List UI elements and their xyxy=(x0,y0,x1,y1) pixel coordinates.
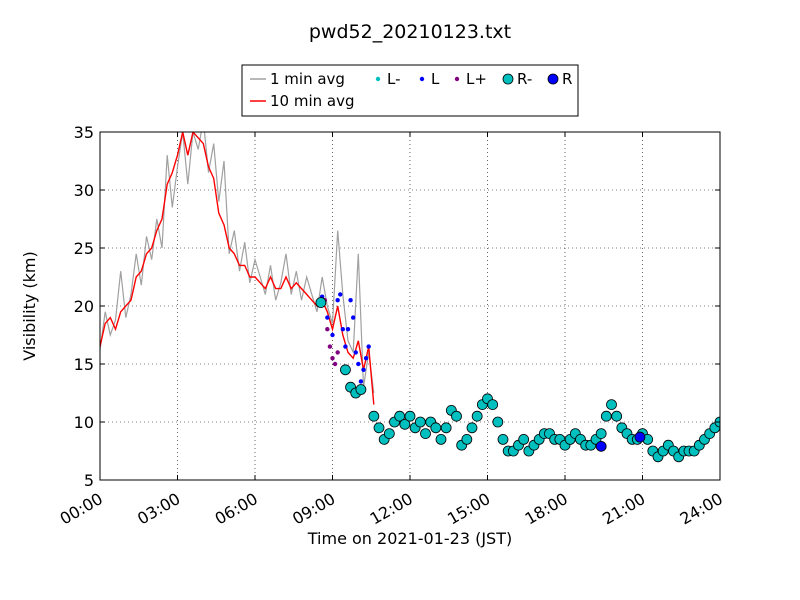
point-L xyxy=(350,315,356,320)
legend-swatch xyxy=(419,76,425,82)
point-R- xyxy=(518,433,530,445)
point-L xyxy=(348,298,353,303)
point-R- xyxy=(487,399,499,411)
point-R- xyxy=(451,410,462,422)
x-tick-label: 21:00 xyxy=(599,489,648,529)
point-L+ xyxy=(332,361,338,367)
x-tick-label: 24:00 xyxy=(677,489,726,529)
legend-label: R xyxy=(562,70,572,88)
x-tick-label: 12:00 xyxy=(367,489,416,529)
legend-label: L xyxy=(431,70,440,88)
point-L xyxy=(345,327,351,332)
y-tick-label: 25 xyxy=(74,239,94,258)
series-group xyxy=(100,132,720,463)
point-R- xyxy=(606,399,617,411)
point-R- xyxy=(383,428,395,440)
point-R- xyxy=(399,418,411,430)
grid xyxy=(100,132,720,480)
point-R xyxy=(595,440,607,452)
point-L xyxy=(343,344,348,349)
point-L xyxy=(366,344,371,349)
point-R- xyxy=(466,422,478,434)
point-L+ xyxy=(335,350,340,355)
point-L xyxy=(325,315,330,320)
x-tick-label: 06:00 xyxy=(212,489,261,529)
plot-series xyxy=(100,132,720,463)
point-R xyxy=(634,431,646,443)
point-R- xyxy=(600,410,612,422)
legend-box xyxy=(241,64,579,117)
point-L xyxy=(330,332,335,338)
point-L xyxy=(335,298,340,303)
legend-label: 10 min avg xyxy=(270,92,355,110)
y-tick-label: 35 xyxy=(74,123,94,142)
point-R- xyxy=(373,422,385,434)
x-tick-label: 15:00 xyxy=(444,489,493,529)
point-L xyxy=(358,379,364,384)
x-axis-title: Time on 2021-01-23 (JST) xyxy=(307,529,512,548)
legend-label: L+ xyxy=(466,70,487,88)
legend-label: L- xyxy=(387,70,401,88)
x-tick-label: 18:00 xyxy=(522,489,571,529)
x-tick-label: 00:00 xyxy=(57,489,106,529)
point-L+ xyxy=(325,327,330,332)
y-tick-label: 30 xyxy=(74,181,94,200)
point-R- xyxy=(497,433,509,445)
point-R- xyxy=(340,364,351,376)
point-L+ xyxy=(327,344,333,349)
point-L xyxy=(338,292,343,297)
legend-swatch xyxy=(502,73,514,85)
point-R- xyxy=(404,410,416,422)
point-R- xyxy=(368,410,380,422)
legend-label: 1 min avg xyxy=(270,70,345,88)
point-L xyxy=(363,356,369,361)
y-tick-label: 10 xyxy=(74,413,94,432)
x-tick-label: 09:00 xyxy=(289,489,338,529)
chart-title: pwd52_20210123.txt xyxy=(309,21,511,43)
series-line-1-min-avg xyxy=(100,132,375,394)
y-axis-title: Visibility (km) xyxy=(20,251,39,360)
point-R- xyxy=(315,297,327,308)
point-R- xyxy=(420,428,431,440)
point-L xyxy=(356,361,361,367)
point-L xyxy=(353,350,358,355)
point-R- xyxy=(595,428,607,440)
point-R- xyxy=(435,433,447,445)
legend-label: R- xyxy=(517,70,532,88)
legend-swatch xyxy=(375,76,381,82)
point-R- xyxy=(611,410,623,422)
point-R- xyxy=(355,384,367,395)
point-L xyxy=(340,327,346,332)
y-tick-label: 5 xyxy=(84,471,94,490)
point-R- xyxy=(440,422,452,434)
y-tick-label: 20 xyxy=(74,297,94,316)
series-line-10-min-avg xyxy=(100,132,375,405)
point-R- xyxy=(492,416,504,428)
x-tick-label: 03:00 xyxy=(134,489,183,529)
point-L xyxy=(361,367,366,372)
point-R- xyxy=(414,416,426,428)
y-tick-label: 15 xyxy=(74,355,94,374)
legend: 1 min avg L- L L+ R- R 10 min avg xyxy=(241,64,579,117)
point-R- xyxy=(461,433,473,445)
legend-swatch xyxy=(454,76,460,82)
point-R- xyxy=(430,422,442,434)
point-L+ xyxy=(330,356,335,361)
legend-swatch xyxy=(547,73,559,85)
point-R- xyxy=(471,410,483,422)
